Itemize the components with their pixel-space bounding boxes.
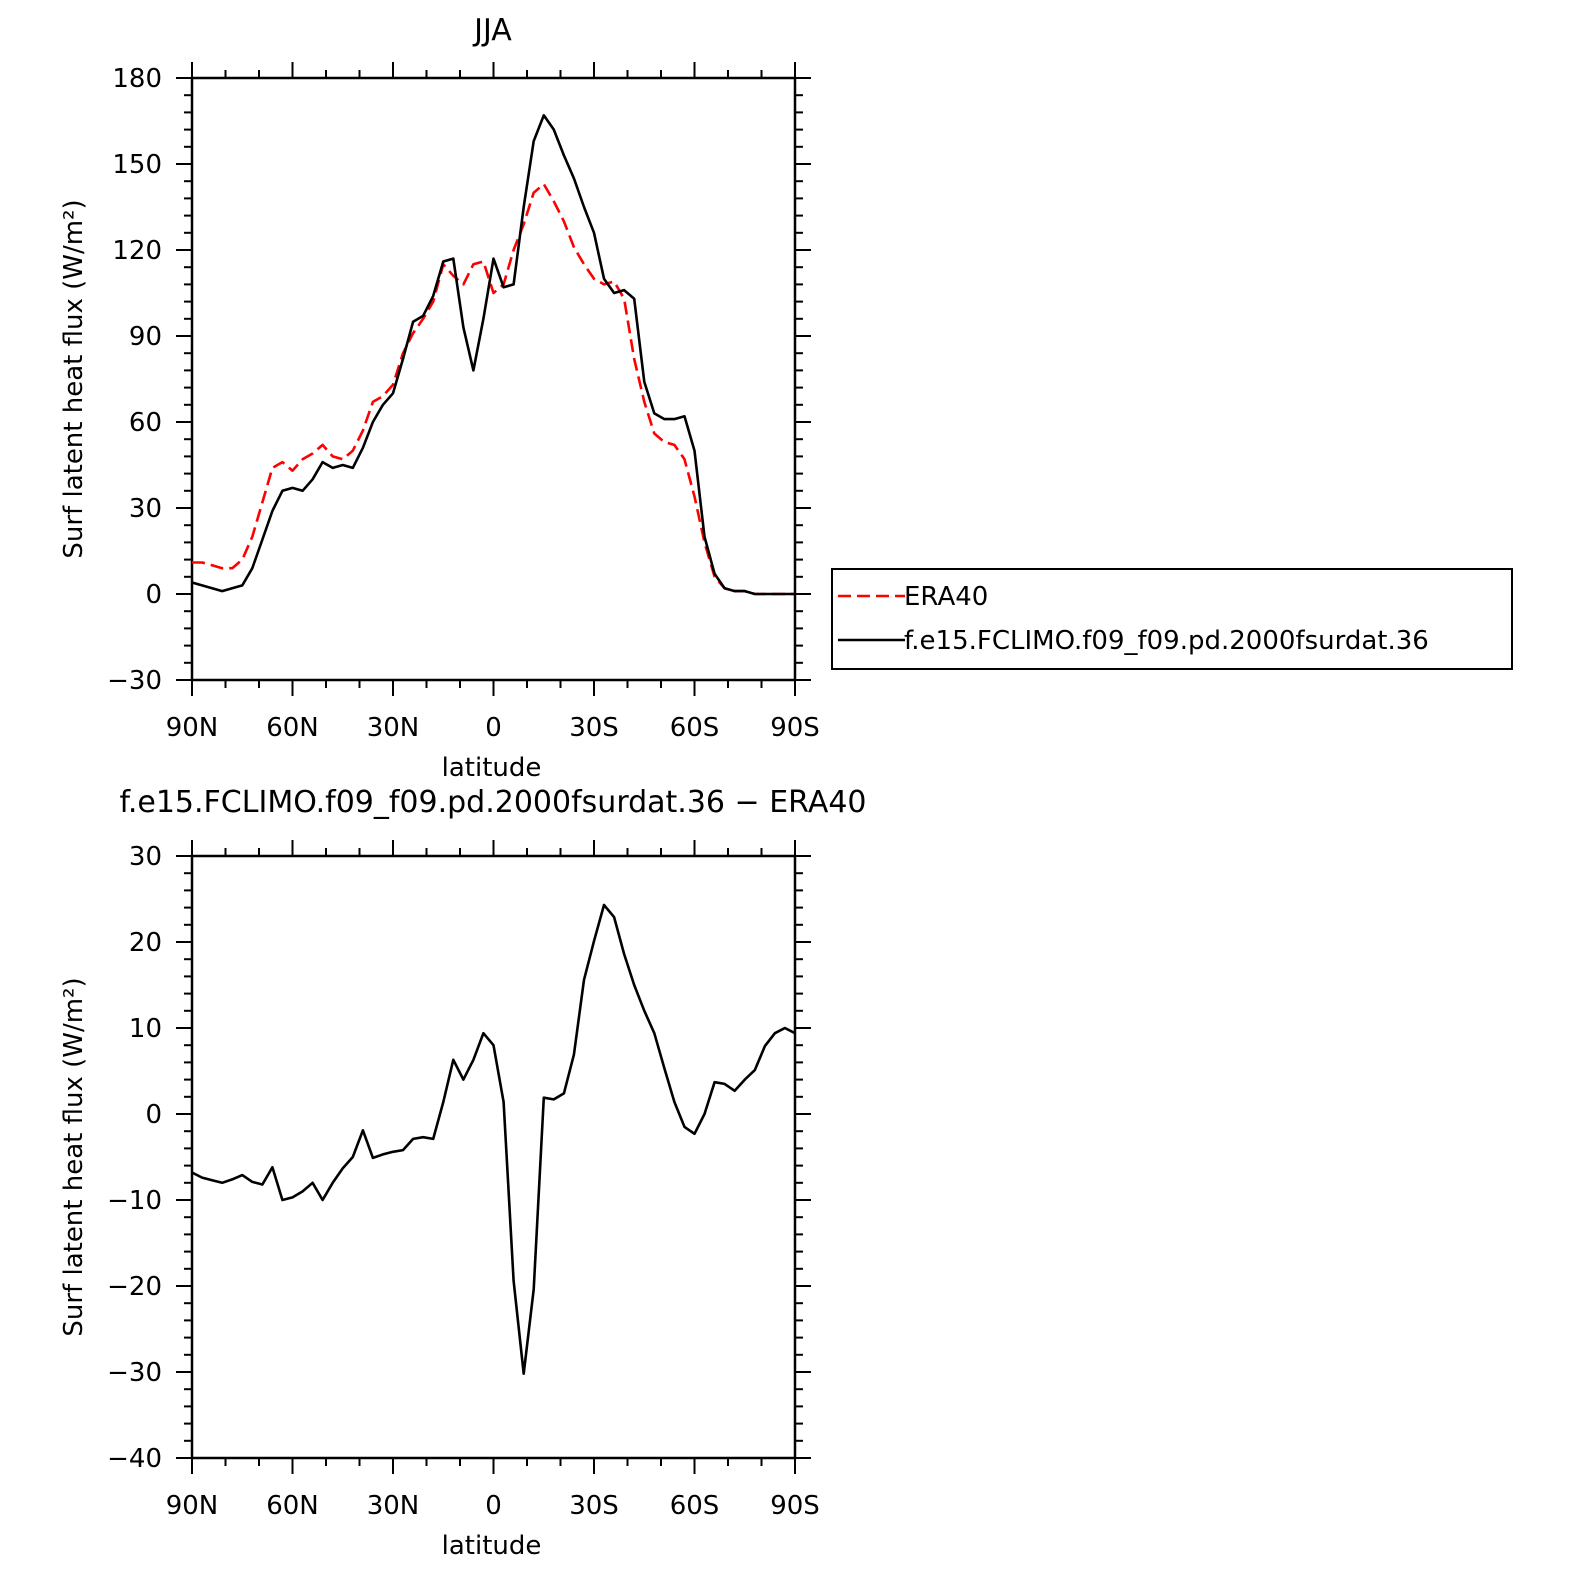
- bottom-ytick-label: −10: [107, 1186, 162, 1216]
- top-xtick-label: 90N: [166, 713, 219, 743]
- bottom-xtick-label: 90N: [166, 1491, 219, 1521]
- bottom-plot-frame: [190, 854, 797, 1460]
- top-xtick-label: 60N: [266, 713, 319, 743]
- top-chart-panel: JJA −30 0 30 60 90 120 150 180 90N 60N 30N 0 30S 60S 90…: [59, 13, 1513, 783]
- top-ytick-label: 30: [129, 494, 162, 524]
- legend-box: [831, 568, 1513, 670]
- top-series-line-era40: [192, 182, 795, 596]
- bottom-ytick-label: −20: [107, 1272, 162, 1302]
- bottom-chart-title: f.e15.FCLIMO.f09_f09.pd.2000fsurdat.36 −…: [119, 785, 866, 820]
- top-ytick-label: 150: [112, 150, 162, 180]
- bottom-y-axis-label: Surf latent heat flux (W/m²): [59, 977, 89, 1336]
- bottom-xtick-label: 60S: [670, 1491, 720, 1521]
- top-xtick-label: 30N: [367, 713, 420, 743]
- bottom-xtick-label: 60N: [266, 1491, 319, 1521]
- top-series-line-f-e15-fclimo-f09-f09-pd-2000fsurdat-36: [191, 114, 795, 596]
- bottom-ytick-label: −40: [107, 1444, 162, 1474]
- legend-label-1: f.e15.FCLIMO.f09_f09.pd.2000fsurdat.36: [904, 626, 1429, 656]
- legend: ERA40 f.e15.FCLIMO.f09_f09.pd.2000fsurdat…: [831, 568, 1513, 670]
- bottom-chart-panel: f.e15.FCLIMO.f09_f09.pd.2000fsurdat.36 −…: [59, 785, 867, 1561]
- top-ytick-label: 90: [129, 322, 162, 352]
- bottom-ytick-label: 30: [129, 842, 162, 872]
- top-y-axis-label: Surf latent heat flux (W/m²): [59, 199, 89, 558]
- bottom-ytick-label: 20: [129, 928, 162, 958]
- top-ytick-label: 180: [112, 64, 162, 94]
- bottom-ytick-label: 0: [145, 1100, 162, 1130]
- bottom-xtick-label: 90S: [770, 1491, 820, 1521]
- top-ytick-label: 0: [145, 580, 162, 610]
- bottom-ytick-label: −30: [107, 1358, 162, 1388]
- bottom-series-line-0: [191, 903, 796, 1375]
- top-ytick-label: 60: [129, 408, 162, 438]
- legend-label-0: ERA40: [904, 582, 988, 612]
- bottom-xtick-label: 30S: [569, 1491, 619, 1521]
- bottom-xtick-label: 0: [485, 1491, 502, 1521]
- top-ytick-label: −30: [107, 666, 162, 696]
- top-plot-frame: [190, 76, 797, 682]
- bottom-ytick-label: 10: [129, 1014, 162, 1044]
- top-chart-title: JJA: [472, 13, 512, 48]
- bottom-xtick-label: 30N: [367, 1491, 420, 1521]
- top-xtick-label: 90S: [770, 713, 820, 743]
- top-ytick-label: 120: [112, 236, 162, 266]
- bottom-x-axis-label: latitude: [442, 1531, 542, 1561]
- top-xtick-label: 60S: [670, 713, 720, 743]
- top-x-axis-label: latitude: [442, 753, 542, 783]
- top-xtick-label: 0: [485, 713, 502, 743]
- top-xtick-label: 30S: [569, 713, 619, 743]
